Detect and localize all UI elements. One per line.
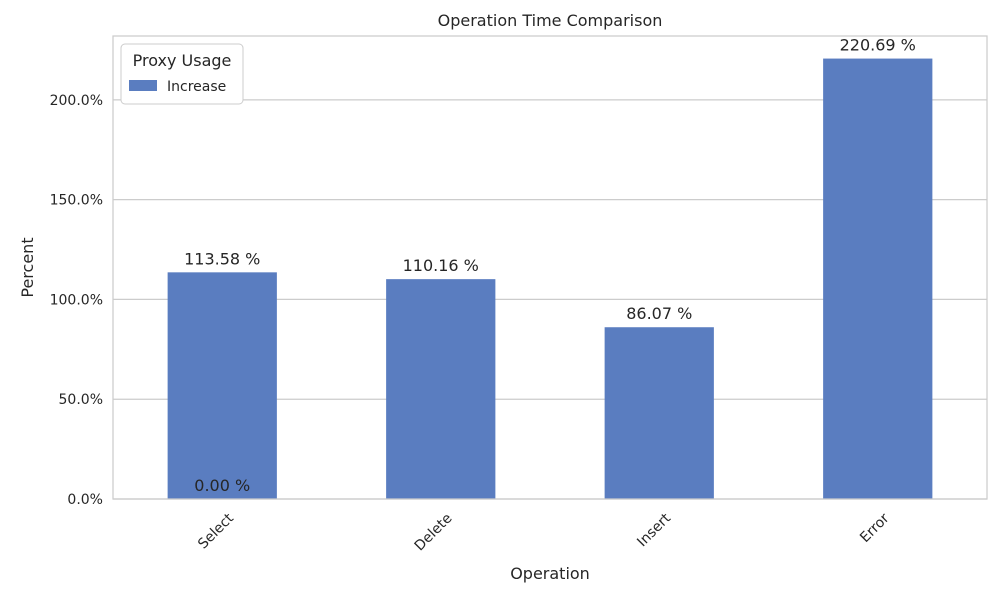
bar-data-labels: 113.58 % 110.16 % 86.07 % 220.69 % 0.00 % xyxy=(184,36,916,495)
y-tick-label: 0.0% xyxy=(67,492,103,508)
bar-data-label-zero: 0.00 % xyxy=(194,476,250,495)
bar-error xyxy=(823,58,933,499)
bar-select xyxy=(167,272,277,499)
legend-swatch xyxy=(129,80,157,91)
legend-title: Proxy Usage xyxy=(133,51,232,70)
y-tick-label: 100.0% xyxy=(50,292,103,308)
legend-series-label: Increase xyxy=(167,79,226,95)
y-axis-label: Percent xyxy=(18,237,37,297)
y-tick-label: 200.0% xyxy=(50,93,103,109)
y-tick-labels: 0.0% 50.0% 100.0% 150.0% 200.0% xyxy=(50,93,103,508)
bar-data-label: 86.07 % xyxy=(626,304,692,323)
x-tick-label: Delete xyxy=(412,510,456,554)
x-tick-labels: Select Delete Insert Error xyxy=(195,510,893,554)
y-tick-label: 150.0% xyxy=(50,193,103,209)
bar-insert xyxy=(604,327,714,499)
x-tick-label: Error xyxy=(857,510,893,546)
bar-data-label: 110.16 % xyxy=(403,256,479,275)
plot-frame xyxy=(112,35,988,500)
x-tick-label: Select xyxy=(195,510,237,552)
x-axis-label: Operation xyxy=(510,564,590,583)
y-tick-label: 50.0% xyxy=(59,392,103,408)
bar-delete xyxy=(386,279,496,499)
x-tick-label: Insert xyxy=(634,510,674,550)
bar-data-label: 220.69 % xyxy=(840,36,916,55)
bars xyxy=(167,58,933,499)
legend: Proxy Usage Increase xyxy=(120,43,244,105)
chart-title: Operation Time Comparison xyxy=(438,11,663,30)
bar-data-label: 113.58 % xyxy=(184,249,260,268)
